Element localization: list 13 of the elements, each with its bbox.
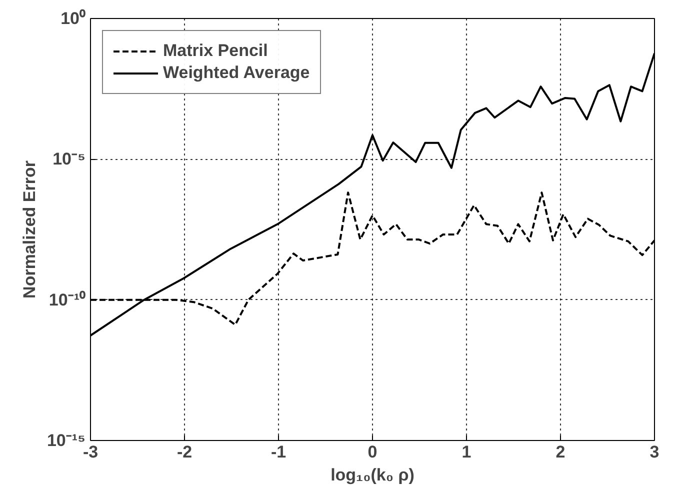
y-tick-label: 10⁻¹⁰ (48, 290, 86, 310)
x-tick-label: 2 (556, 442, 566, 462)
y-axis-title: Normalized Error (20, 160, 39, 298)
x-tick-label: 1 (462, 442, 472, 462)
x-tick-label: -2 (176, 442, 192, 462)
legend-label: Weighted Average (163, 63, 310, 83)
x-tick-label: 0 (368, 442, 378, 462)
y-tick-label: 10⁻⁵ (52, 150, 86, 169)
x-tick-label: -1 (270, 442, 286, 462)
y-tick-label: 10⁰ (60, 9, 86, 28)
x-tick-label: 3 (650, 442, 660, 462)
legend-label: Matrix Pencil (163, 41, 268, 61)
x-axis-title: log₁₀(k₀ ρ) (330, 466, 414, 484)
